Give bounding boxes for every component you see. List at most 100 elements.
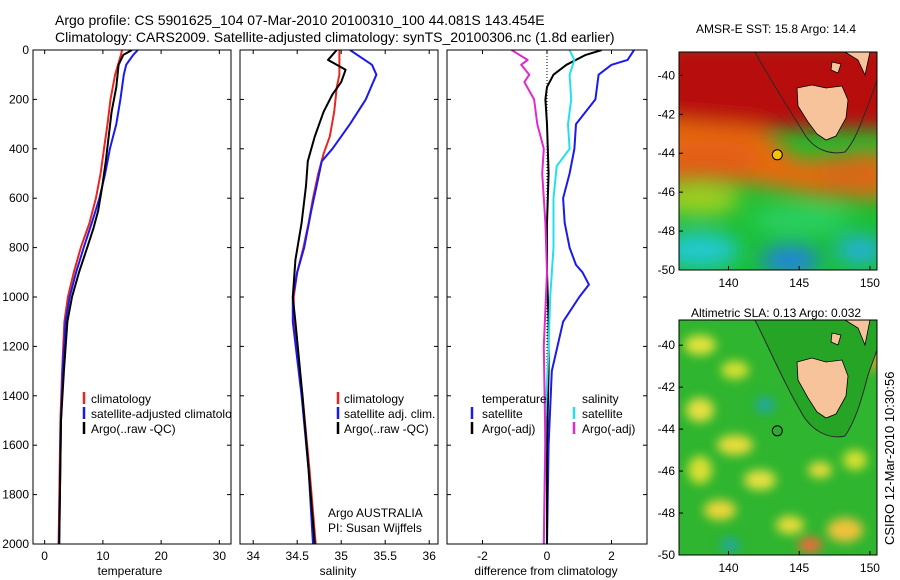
temperature-series-group xyxy=(57,50,139,544)
y-tick-label: 0 xyxy=(22,43,29,57)
sst-shelf-contour xyxy=(754,52,877,154)
legend-label-argo: Argo(..raw -QC) xyxy=(344,422,429,436)
series-line-climatology xyxy=(57,50,124,544)
y-tick-label: 600 xyxy=(9,191,29,205)
x-tick-label: 0 xyxy=(544,549,551,563)
map-y-tick-label: -42 xyxy=(658,380,676,394)
figure-title-line2: Climatology: CARS2009. Satellite-adjuste… xyxy=(55,29,615,45)
x-tick-label: 34 xyxy=(247,549,261,563)
map-y-tick-label: -50 xyxy=(658,263,676,277)
credit-stamp: CSIRO 12-Mar-2010 10:30:56 xyxy=(882,371,897,545)
sla-map-frame xyxy=(678,319,878,556)
legend-label-sal-argo: Argo(-adj) xyxy=(582,422,635,436)
map-x-tick-label: 140 xyxy=(718,276,738,290)
map-x-tick-label: 150 xyxy=(860,276,880,290)
map-y-tick-label: -40 xyxy=(658,68,676,82)
sla-land-island xyxy=(830,332,842,346)
x-tick-label: 35.5 xyxy=(374,549,398,563)
sst-map-frame xyxy=(678,51,878,271)
difference-series-group xyxy=(510,50,635,544)
x-tick-label: 10 xyxy=(96,549,110,563)
series-line-argo-raw-qc xyxy=(58,50,133,544)
salinity-xlabel: salinity xyxy=(320,564,357,578)
difference-panel: -2 0 2 difference from climatology tempera… xyxy=(446,49,648,578)
map-y-tick-label: -46 xyxy=(658,185,676,199)
figure-title-line1: Argo profile: CS 5901625_104 07-Mar-2010… xyxy=(55,12,545,28)
y-tick-label: 1000 xyxy=(2,290,29,304)
y-tick-label: 400 xyxy=(9,142,29,156)
map-x-tick-label: 150 xyxy=(860,561,880,575)
sla-map-title: Altimetric SLA: 0.13 Argo: 0.032 xyxy=(691,306,861,320)
sla-field-blobs xyxy=(684,335,877,553)
sla-land-tasmania xyxy=(796,357,849,419)
sst-map-title: AMSR-E SST: 15.8 Argo: 14.4 xyxy=(696,22,856,36)
temperature-axes-frame xyxy=(32,49,232,545)
series-line-salinity-argo-adj xyxy=(510,50,548,544)
legend-label-satellite: satellite-adjusted climatology xyxy=(91,407,244,421)
map-y-tick-label: -44 xyxy=(658,146,676,160)
x-tick-label: 36 xyxy=(423,549,437,563)
sst-float-marker xyxy=(771,149,783,161)
x-tick-label: 35 xyxy=(335,549,349,563)
salinity-axes-frame xyxy=(239,49,439,545)
series-line-salinity-satellite xyxy=(542,50,576,544)
map-y-tick-label: -40 xyxy=(658,338,676,352)
x-tick-label: 0 xyxy=(41,549,48,563)
legend-label-argo: Argo(..raw -QC) xyxy=(91,422,176,436)
map-y-tick-label: -46 xyxy=(658,464,676,478)
series-line-argo-raw-qc xyxy=(291,50,347,544)
legend-label-climatology: climatology xyxy=(91,392,151,406)
temperature-xlabel: temperature xyxy=(98,564,163,578)
sst-land-tasmania xyxy=(796,84,849,141)
legend-label-sal-satellite: satellite xyxy=(582,407,623,421)
series-line-satellite-adj-clim xyxy=(291,50,378,544)
legend-label-climatology: climatology xyxy=(344,392,404,406)
temperature-ticks: 0 10 20 30 0 200 400 600 800 1000 1200 1400 1600 1800… xyxy=(2,43,231,563)
x-tick-label: 34.5 xyxy=(286,549,310,563)
sst-map-panel: AMSR-E SST: 15.8 Argo: 14.4 140 145 150 -40… xyxy=(658,22,881,290)
sst-land-island xyxy=(830,61,842,74)
series-line-temperature-argo-adj xyxy=(544,50,603,544)
map-y-tick-label: -42 xyxy=(658,107,676,121)
series-line-temperature-satellite xyxy=(546,50,635,544)
difference-legend: temperature satellite Argo(-adj) salinit… xyxy=(470,392,635,436)
salinity-ticks: 34 34.5 35 35.5 36 xyxy=(240,49,438,563)
salinity-series-group xyxy=(291,50,378,544)
sla-land-mainland xyxy=(844,320,871,347)
salinity-panel: 34 34.5 35 35.5 36 salinity climatology sate… xyxy=(239,49,439,578)
y-tick-label: 2000 xyxy=(2,537,29,551)
map-x-tick-label: 140 xyxy=(718,561,738,575)
difference-ticks: -2 0 2 xyxy=(447,49,647,563)
y-tick-label: 1400 xyxy=(2,389,29,403)
y-tick-label: 1800 xyxy=(2,488,29,502)
map-y-tick-label: -44 xyxy=(658,422,676,436)
legend-label-temperature: temperature xyxy=(482,392,547,406)
salinity-legend: climatology satellite adj. clim. Argo(..… xyxy=(336,392,435,436)
x-tick-label: 20 xyxy=(154,549,168,563)
sla-map-ticks: 140 145 150 -40 -42 -44 -46 -48 -50 xyxy=(658,338,881,575)
series-line-climatology xyxy=(292,50,341,544)
legend-label-temp-satellite: satellite xyxy=(482,407,523,421)
x-tick-label: -2 xyxy=(477,549,488,563)
sla-map-field xyxy=(679,320,877,555)
legend-label-satellite: satellite adj. clim. xyxy=(344,407,435,421)
sst-map-ticks: 140 145 150 -40 -42 -44 -46 -48 -50 xyxy=(658,68,881,290)
annotation-pi: PI: Susan Wijffels xyxy=(328,521,422,535)
y-tick-label: 200 xyxy=(9,92,29,106)
sla-map-panel: Altimetric SLA: 0.13 Argo: 0.032 xyxy=(658,306,881,575)
legend-label-salinity: salinity xyxy=(582,392,619,406)
map-y-tick-label: -48 xyxy=(658,506,676,520)
y-tick-label: 800 xyxy=(9,241,29,255)
map-x-tick-label: 145 xyxy=(789,561,809,575)
map-y-tick-label: -50 xyxy=(658,548,676,562)
x-tick-label: 30 xyxy=(213,549,227,563)
sst-land-mainland xyxy=(844,52,871,77)
annotation-argo-australia: Argo AUSTRALIA xyxy=(328,506,423,520)
map-x-tick-label: 145 xyxy=(789,276,809,290)
map-y-tick-label: -48 xyxy=(658,224,676,238)
y-tick-label: 1600 xyxy=(2,438,29,452)
temperature-legend: climatology satellite-adjusted climatolo… xyxy=(82,392,244,436)
temperature-panel: 0 10 20 30 0 200 400 600 800 1000 1200 1400 1600 1800… xyxy=(2,43,244,578)
difference-xlabel: difference from climatology xyxy=(474,564,617,578)
x-tick-label: 2 xyxy=(608,549,615,563)
